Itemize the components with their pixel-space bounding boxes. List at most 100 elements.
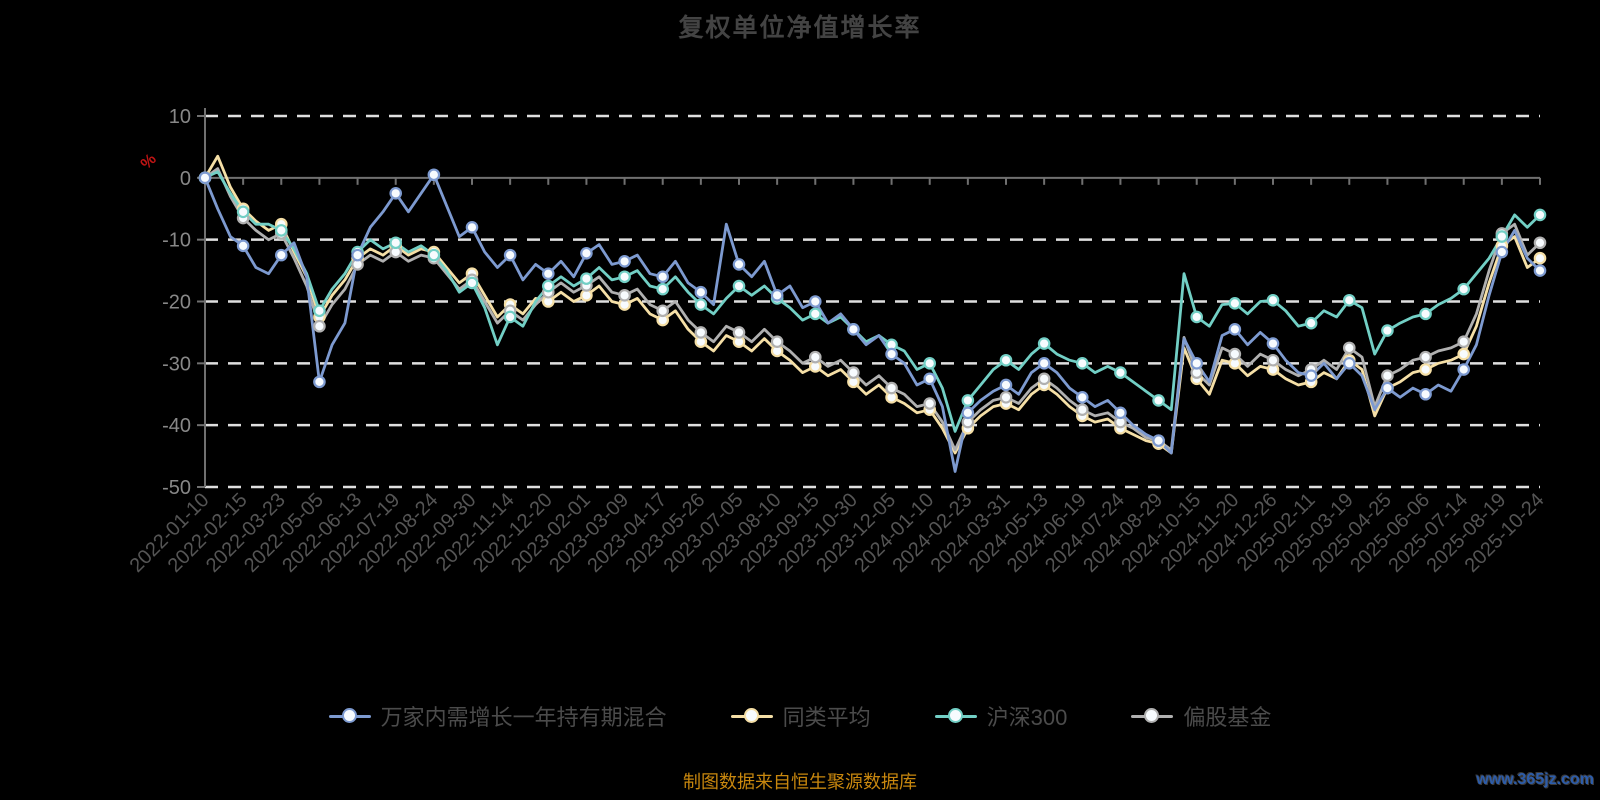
series-marker-2: [1419, 307, 1432, 321]
series-marker-0: [1190, 357, 1204, 370]
y-axis-label: 0: [180, 168, 191, 190]
series-marker-2: [961, 394, 975, 407]
series-marker-3: [770, 335, 784, 348]
series-line-1: [203, 154, 1542, 455]
legend-item-1[interactable]: 同类平均: [730, 700, 871, 732]
series-marker-0: [808, 295, 822, 308]
series-marker-2: [1228, 297, 1242, 310]
series-marker-0: [1075, 391, 1089, 404]
series-marker-2: [732, 279, 746, 293]
series-line-0: [203, 173, 1542, 473]
series-marker-0: [694, 285, 708, 299]
series-marker-0: [1495, 245, 1509, 259]
legend-item-0[interactable]: 万家内需增长一年持有期混合: [328, 700, 667, 732]
series-marker-0: [770, 289, 784, 302]
series-marker-2: [465, 276, 479, 290]
series-marker-3: [1342, 341, 1356, 355]
y-axis-unit: %: [138, 151, 160, 173]
series-marker-2: [808, 307, 822, 321]
series-marker-0: [732, 258, 746, 271]
series-marker-0: [198, 171, 212, 185]
series-marker-2: [1075, 357, 1089, 370]
series-marker-3: [732, 326, 746, 339]
series-marker-2: [1304, 316, 1318, 330]
legend-label: 沪深300: [986, 705, 1068, 730]
series-marker-2: [1114, 366, 1127, 379]
series-marker-0: [503, 248, 517, 262]
series-marker-2: [656, 282, 670, 296]
series-marker-2: [313, 304, 326, 318]
series-marker-3: [808, 350, 822, 364]
series-marker-0: [885, 347, 898, 361]
series-marker-0: [1304, 369, 1318, 382]
series-marker-2: [274, 224, 288, 237]
series-marker-0: [1114, 406, 1127, 420]
series-marker-0: [351, 248, 364, 262]
legend-label: 偏股基金: [1183, 705, 1272, 730]
series-marker-0: [1533, 264, 1547, 277]
series-marker-3: [1075, 403, 1089, 417]
legend-marker-icon: [1131, 708, 1174, 724]
series-marker-3: [1381, 369, 1394, 382]
series-marker-0: [1381, 381, 1394, 395]
chart-title: 复权单位净值增长率: [678, 14, 922, 42]
series-marker-2: [503, 310, 517, 324]
series-marker-3: [1457, 335, 1471, 348]
legend-label: 万家内需增长一年持有期混合: [380, 705, 667, 730]
series-marker-3: [694, 326, 708, 339]
series-marker-1: [1419, 363, 1432, 376]
series-marker-1: [1457, 347, 1471, 361]
series-marker-2: [1495, 230, 1509, 243]
site-watermark[interactable]: www.365jz.com: [1476, 771, 1594, 788]
series-marker-3: [618, 289, 631, 302]
series-marker-2: [1152, 394, 1165, 407]
series-marker-0: [1228, 323, 1242, 336]
series-marker-3: [656, 304, 670, 318]
series-marker-2: [1533, 208, 1547, 222]
series-marker-2: [580, 272, 593, 285]
series-marker-3: [1228, 347, 1242, 361]
series-marker-0: [1037, 357, 1051, 370]
series-marker-0: [923, 372, 937, 386]
legend-item-3[interactable]: 偏股基金: [1131, 700, 1271, 732]
series-marker-2: [1266, 293, 1280, 307]
series-marker-3: [1037, 372, 1051, 386]
series-marker-2: [427, 248, 441, 262]
series-marker-3: [1266, 353, 1280, 367]
y-axis-label: -10: [162, 230, 191, 252]
series-marker-0: [847, 323, 860, 336]
legend-marker-icon: [934, 708, 977, 724]
series-marker-1: [1533, 251, 1547, 265]
series-marker-0: [618, 255, 631, 268]
y-axis-label: -30: [162, 353, 191, 375]
series-marker-3: [999, 391, 1013, 404]
y-axis-label: -20: [162, 292, 191, 314]
series-marker-0: [1152, 434, 1165, 447]
legend-marker-icon: [730, 708, 773, 724]
series-marker-2: [236, 205, 250, 219]
series-marker-0: [236, 239, 250, 253]
legend: 万家内需增长一年持有期混合 同类平均 沪深300 偏股基金: [0, 700, 1600, 732]
series-marker-0: [656, 270, 670, 284]
series-marker-0: [1457, 363, 1471, 376]
series-marker-0: [274, 248, 288, 262]
series-marker-3: [885, 381, 898, 395]
series-marker-2: [541, 279, 555, 293]
series-marker-0: [427, 168, 441, 182]
series-marker-3: [313, 319, 326, 333]
series-marker-2: [999, 353, 1013, 367]
legend-item-2[interactable]: 沪深300: [934, 700, 1068, 732]
y-axis-label: -50: [162, 477, 191, 499]
series-marker-3: [1419, 350, 1432, 364]
series-marker-0: [465, 221, 479, 234]
series-marker-2: [1381, 324, 1394, 337]
series-marker-0: [389, 186, 403, 200]
series-marker-2: [694, 298, 708, 311]
series-marker-2: [389, 236, 403, 250]
series-marker-2: [1457, 282, 1471, 296]
series-marker-2: [1342, 293, 1356, 307]
series-marker-2: [618, 270, 631, 284]
series-marker-0: [999, 378, 1013, 392]
